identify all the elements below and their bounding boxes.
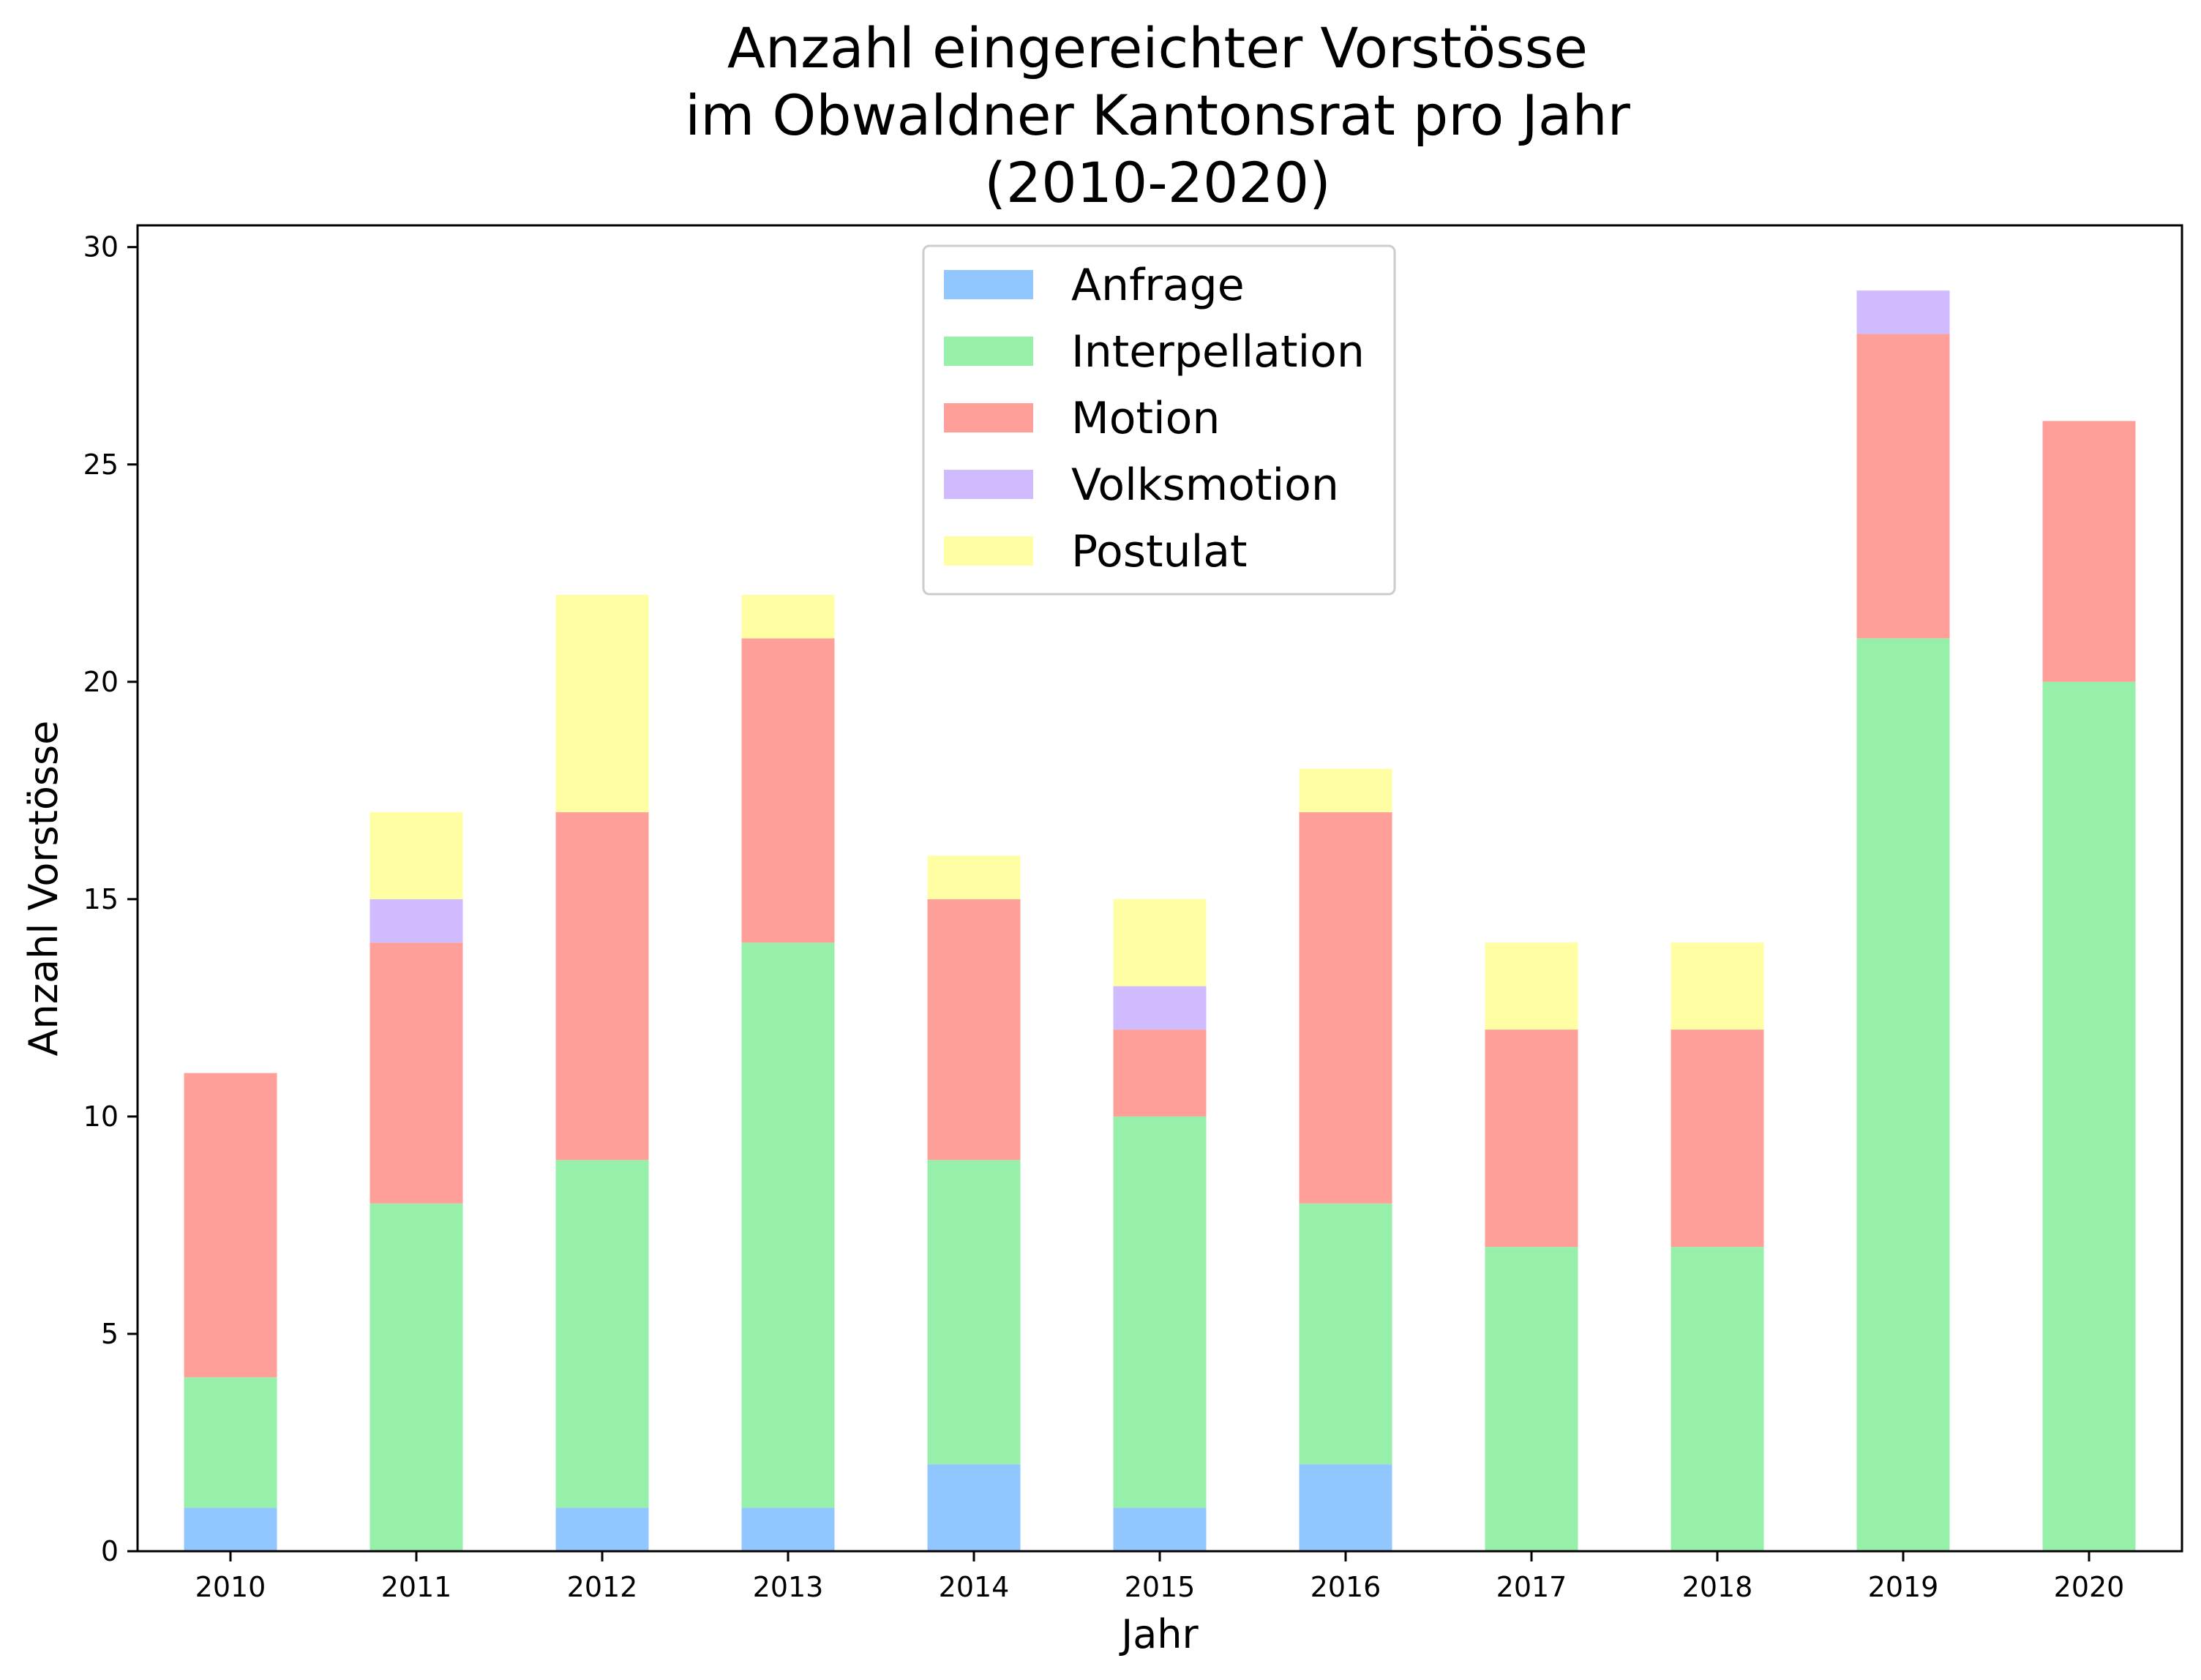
legend-frame [922, 244, 1396, 596]
bar-2017-interpellation [1485, 1247, 1578, 1551]
legend-label-postulat: Postulat [1071, 526, 1248, 577]
x-tick-label: 2018 [1682, 1571, 1753, 1603]
plot-frame [136, 224, 2183, 1553]
bar-2010-interpellation [184, 1377, 277, 1508]
y-tick-label: 15 [83, 883, 119, 915]
legend-swatch-volksmotion [944, 470, 1033, 499]
bar-2011-interpellation [370, 1203, 463, 1551]
bar-2016-anfrage [1299, 1464, 1392, 1551]
x-tick-label: 2017 [1496, 1571, 1567, 1603]
bar-2011-motion [370, 942, 463, 1204]
bar-2016-postulat [1299, 768, 1392, 813]
bar-2013-anfrage [741, 1507, 835, 1551]
bar-2013-motion [741, 638, 835, 943]
x-tick-label: 2020 [2054, 1571, 2125, 1603]
legend-label-volksmotion: Volksmotion [1071, 460, 1339, 511]
x-tick-label: 2013 [753, 1571, 824, 1603]
legend-label-interpellation: Interpellation [1071, 326, 1365, 378]
bar-2012-motion [555, 812, 649, 1160]
y-tick-label: 10 [83, 1100, 119, 1133]
x-tick-label: 2019 [1868, 1571, 1939, 1603]
bar-2019-motion [1856, 334, 1950, 639]
bars [184, 290, 2136, 1552]
bar-2015-postulat [1113, 899, 1207, 986]
y-tick-label: 30 [83, 231, 119, 263]
bar-2012-postulat [555, 594, 649, 813]
y-tick-label: 0 [101, 1535, 119, 1567]
x-tick-label: 2011 [381, 1571, 452, 1603]
bar-2015-volksmotion [1113, 986, 1207, 1030]
bar-2016-motion [1299, 812, 1392, 1204]
bar-2010-motion [184, 1073, 277, 1378]
y-tick-label: 25 [83, 449, 119, 481]
legend-swatch-motion [944, 403, 1033, 432]
bar-2018-motion [1671, 1030, 1764, 1248]
y-axis-label: Anzahl Vorstösse [20, 721, 67, 1057]
bar-2015-interpellation [1113, 1116, 1207, 1508]
bar-2013-postulat [741, 594, 835, 639]
bar-2018-interpellation [1671, 1247, 1764, 1551]
bar-2014-anfrage [927, 1464, 1021, 1551]
bar-2017-motion [1485, 1030, 1578, 1248]
legend-label-anfrage: Anfrage [1071, 260, 1245, 311]
bar-2012-interpellation [555, 1160, 649, 1508]
x-tick-label: 2010 [195, 1571, 266, 1603]
bar-2019-interpellation [1856, 638, 1950, 1551]
legend-swatch-interpellation [944, 337, 1033, 366]
bar-2015-anfrage [1113, 1507, 1207, 1551]
bar-2012-anfrage [555, 1507, 649, 1551]
bar-2020-interpellation [2042, 681, 2136, 1552]
bar-2011-postulat [370, 812, 463, 899]
y-tick-label: 20 [83, 666, 119, 698]
bar-2018-postulat [1671, 942, 1764, 1030]
legend-swatch-postulat [944, 536, 1033, 566]
y-tick-label: 5 [101, 1318, 119, 1350]
x-tick-label: 2016 [1311, 1571, 1381, 1603]
bar-2013-interpellation [741, 942, 835, 1508]
bar-2016-interpellation [1299, 1203, 1392, 1465]
title-line-2: im Obwaldner Kantonsrat pro Jahr [685, 83, 1630, 148]
bar-2015-motion [1113, 1030, 1207, 1117]
x-axis-ticks: 2010 2011 2012 2013 2014 2015 2016 2017 2018 2019… [195, 1551, 2125, 1603]
x-tick-label: 2015 [1125, 1571, 1196, 1603]
bar-2010-anfrage [184, 1507, 277, 1551]
bar-2020-motion [2042, 421, 2136, 682]
bar-2019-volksmotion [1856, 290, 1950, 334]
legend-swatch-anfrage [944, 270, 1033, 299]
bar-2017-postulat [1485, 942, 1578, 1030]
y-axis-ticks: 0 5 10 15 20 25 30 [83, 231, 138, 1567]
bar-2014-motion [927, 899, 1021, 1160]
title-line-3: (2010-2020) [984, 150, 1331, 215]
bar-2011-volksmotion [370, 899, 463, 943]
bar-2014-interpellation [927, 1160, 1021, 1465]
legend-label-motion: Motion [1071, 393, 1220, 444]
x-tick-label: 2012 [567, 1571, 638, 1603]
title-line-1: Anzahl eingereichter Vorstösse [727, 15, 1588, 80]
x-tick-label: 2014 [939, 1571, 1010, 1603]
chart-title: Anzahl eingereichter Vorstösse im Obwald… [685, 15, 1630, 215]
legend: Anfrage Interpellation Motion Volksmotion Po… [922, 244, 1396, 596]
x-axis-label: Jahr [1119, 1611, 1199, 1657]
bar-2014-postulat [927, 855, 1021, 899]
